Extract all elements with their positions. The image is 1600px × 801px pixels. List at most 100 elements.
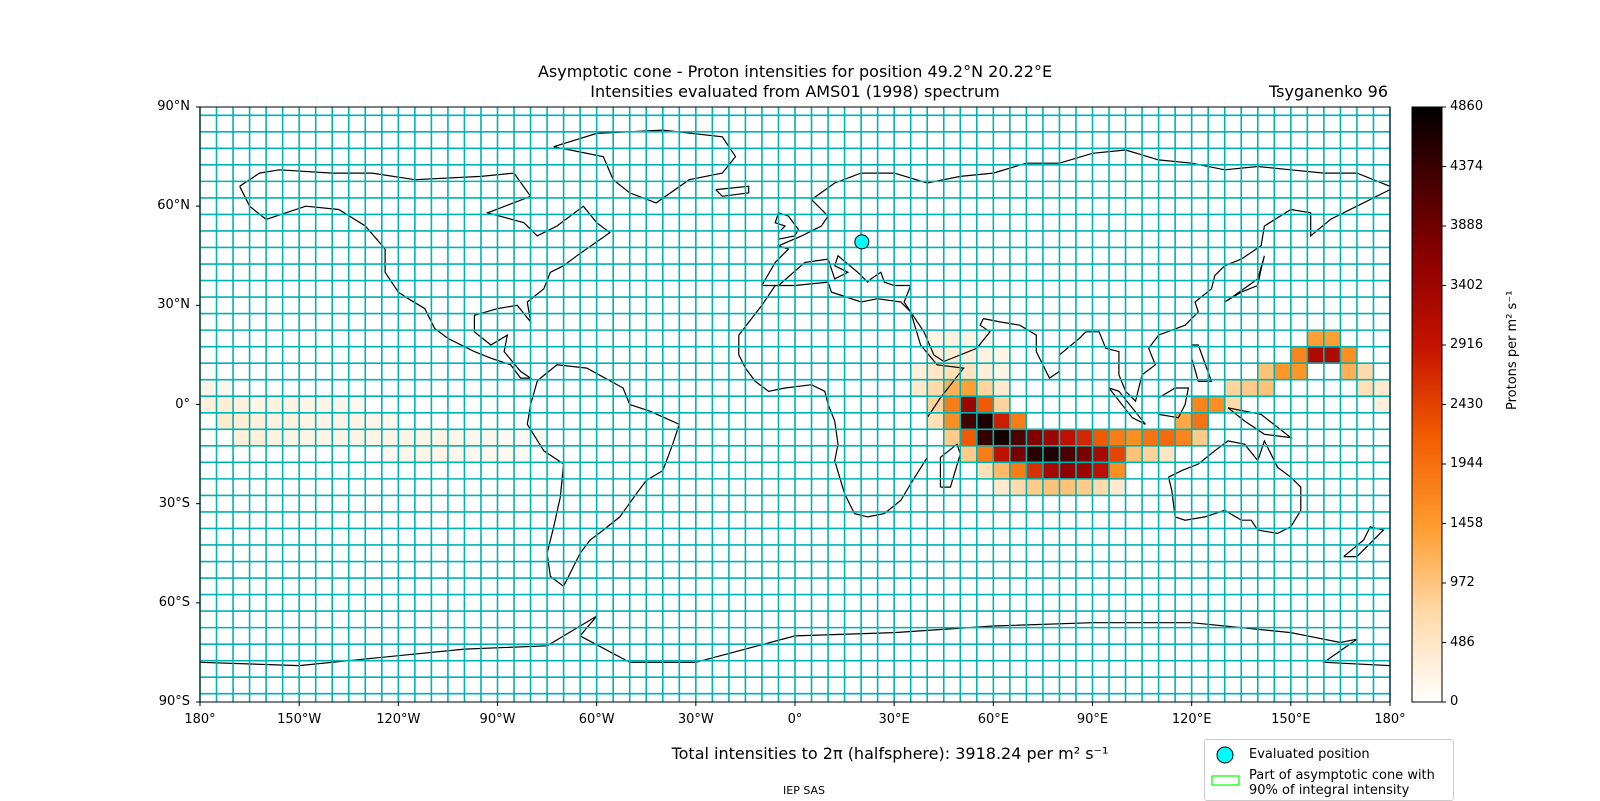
intensity-cell	[993, 462, 1010, 479]
intensity-cell	[299, 396, 316, 413]
intensity-cell	[993, 363, 1010, 380]
intensity-cell	[1092, 445, 1109, 463]
intensity-cell	[398, 445, 415, 463]
intensity-cell	[1356, 363, 1374, 380]
intensity-cell	[1109, 462, 1126, 479]
axis-tick-marks	[196, 106, 1391, 706]
intensity-cell	[1009, 412, 1027, 430]
y-tick-label: 30°S	[158, 495, 190, 511]
intensity-cell	[976, 396, 994, 413]
intensity-cell	[348, 396, 366, 413]
intensity-cell	[414, 429, 432, 446]
intensity-cell	[993, 379, 1010, 397]
intensity-cell	[431, 445, 448, 463]
y-tick-label: 0°	[175, 396, 190, 412]
intensity-cell	[216, 412, 233, 430]
intensity-cell	[1307, 330, 1324, 347]
intensity-cell	[447, 445, 465, 463]
intensity-cell	[1175, 412, 1192, 430]
intensity-cell	[381, 445, 399, 463]
colorbar-tick-label: 1458	[1450, 515, 1484, 531]
coastline	[526, 364, 681, 588]
intensity-cell	[233, 429, 250, 446]
intensity-cell	[1076, 429, 1093, 446]
x-tick-label: 90°E	[1076, 712, 1109, 727]
intensity-cell	[960, 412, 977, 430]
intensity-cells	[200, 330, 1390, 496]
chart-subtitle: Intensities evaluated from AMS01 (1998) …	[590, 82, 1000, 101]
intensity-cell	[381, 429, 399, 446]
intensity-cell	[960, 445, 977, 463]
intensity-cell	[1059, 462, 1076, 479]
intensity-cell	[927, 412, 944, 430]
intensity-cell	[282, 412, 300, 430]
intensity-cell	[927, 363, 944, 380]
intensity-cell	[200, 396, 217, 413]
intensity-cell	[1042, 429, 1060, 446]
intensity-cell	[1340, 363, 1357, 380]
x-tick-label: 120°E	[1171, 712, 1212, 727]
intensity-cell	[332, 412, 349, 430]
intensity-cell	[1059, 445, 1076, 463]
intensity-cell	[1142, 445, 1159, 463]
coastline	[1108, 387, 1146, 425]
intensity-cell	[1158, 445, 1176, 463]
intensity-cell	[976, 412, 994, 430]
x-tick-label: 150°W	[277, 712, 322, 727]
intensity-cell	[1241, 379, 1258, 397]
intensity-cell	[1042, 478, 1060, 496]
intensity-cell	[1158, 429, 1176, 446]
x-tick-label: 180°	[184, 712, 216, 727]
colorbar-tick-label: 3888	[1450, 218, 1484, 233]
coastline	[1167, 439, 1302, 535]
intensity-cell	[927, 346, 944, 364]
intensity-cell	[910, 379, 928, 397]
intensity-cell	[514, 445, 531, 463]
intensity-cell	[282, 396, 300, 413]
intensity-cell	[943, 379, 961, 397]
intensity-cell	[299, 429, 316, 446]
intensity-cell	[1026, 478, 1043, 496]
intensity-cell	[233, 396, 250, 413]
legend-position-icon	[1216, 746, 1234, 764]
x-tick-label: 180°	[1374, 712, 1406, 727]
intensity-cell	[348, 412, 366, 430]
intensity-cell	[249, 396, 267, 413]
intensity-cell	[282, 429, 300, 446]
intensity-cell	[976, 462, 994, 479]
intensity-cell	[993, 429, 1010, 446]
intensity-cell	[1092, 462, 1109, 479]
intensity-cell	[497, 429, 514, 446]
intensity-cell	[1009, 445, 1027, 463]
colorbar-tick-label: 2916	[1450, 337, 1484, 352]
legend-cone-label-2: 90% of integral intensity	[1249, 783, 1410, 798]
intensity-cell	[249, 412, 267, 430]
colorbar-ticks	[1442, 106, 1446, 703]
legend: Evaluated position Part of asymptotic co…	[1204, 739, 1454, 801]
intensity-cell	[1323, 346, 1341, 364]
intensity-cell	[464, 429, 481, 446]
intensity-cell	[993, 412, 1010, 430]
intensity-cell	[993, 445, 1010, 463]
intensity-cell	[993, 346, 1010, 364]
intensity-cell	[993, 478, 1010, 496]
intensity-cell	[1092, 478, 1109, 496]
y-tick-label: 90°N	[157, 99, 190, 114]
intensity-cell	[1076, 478, 1093, 496]
intensity-cell	[398, 429, 415, 446]
intensity-cell	[266, 429, 283, 446]
intensity-cell	[1175, 429, 1192, 446]
intensity-cell	[1042, 462, 1060, 479]
intensity-cell	[1356, 379, 1374, 397]
intensity-cell	[447, 429, 465, 446]
intensity-cell	[1323, 330, 1341, 347]
x-tick-label: 60°W	[578, 712, 615, 727]
intensity-cell	[1042, 445, 1060, 463]
coastline	[1224, 255, 1265, 303]
intensity-cell	[299, 412, 316, 430]
intensity-cell	[1109, 429, 1126, 446]
colorbar-tick-label: 0	[1450, 694, 1459, 709]
x-tick-label: 120°W	[376, 712, 421, 727]
intensity-cell	[976, 346, 994, 364]
